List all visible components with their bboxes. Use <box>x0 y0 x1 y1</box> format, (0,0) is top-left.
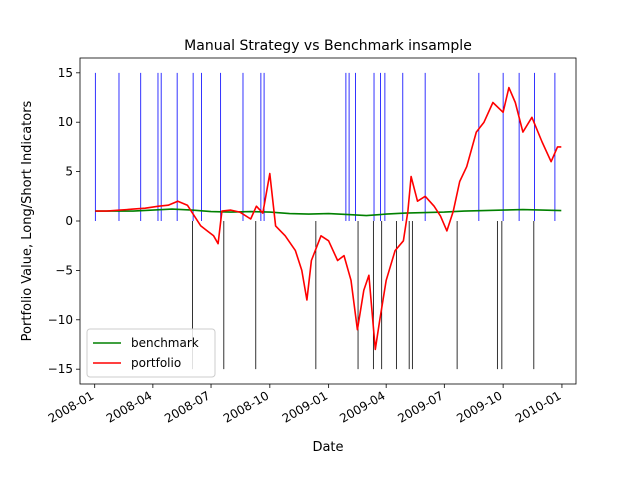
y-tick-label: −5 <box>55 263 73 277</box>
y-tick-label: 15 <box>58 66 73 80</box>
y-tick-label: 10 <box>58 115 73 129</box>
y-tick-label: −10 <box>48 313 73 327</box>
y-axis-label: Portfolio Value, Long/Short Indicators <box>20 100 35 341</box>
y-tick-label: 0 <box>65 214 73 228</box>
legend-label-benchmark: benchmark <box>131 336 199 350</box>
y-axis: −15 −10 −5 0 5 10 15 <box>48 66 80 376</box>
portfolio-line <box>95 86 562 351</box>
series-lines <box>95 86 562 351</box>
x-axis-label: Date <box>312 440 343 455</box>
chart-title: Manual Strategy vs Benchmark insample <box>184 38 472 54</box>
legend-label-portfolio: portfolio <box>131 356 181 370</box>
benchmark-line <box>95 208 562 217</box>
indicator-lines <box>94 72 556 370</box>
legend: benchmark portfolio <box>86 328 216 378</box>
y-tick-label: 5 <box>65 165 73 179</box>
legend-box <box>86 328 216 378</box>
y-tick-label: −15 <box>48 362 73 376</box>
